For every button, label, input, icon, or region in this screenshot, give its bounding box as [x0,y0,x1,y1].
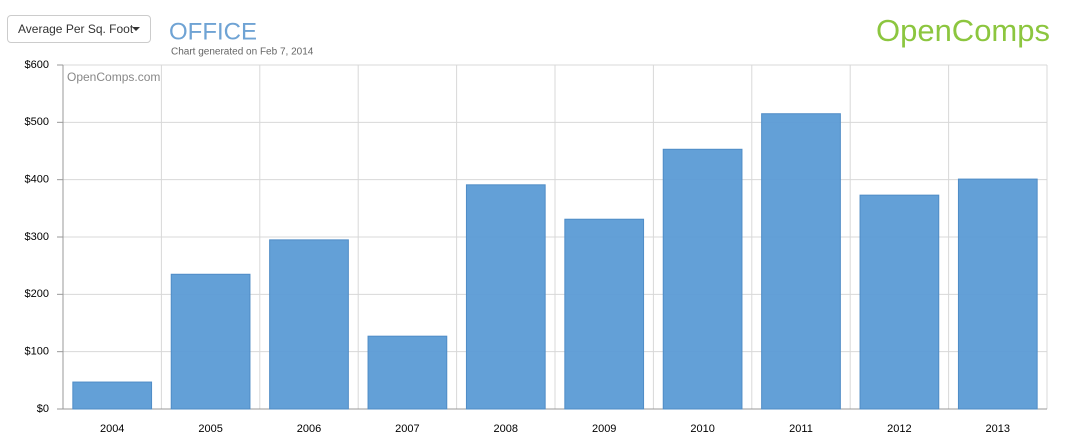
x-tick-label: 2006 [297,423,321,435]
caret [132,27,140,31]
y-tick-label: $500 [25,116,49,128]
x-tick-label: 2012 [887,423,911,435]
x-tick-label: 2010 [690,423,714,435]
chart-subtitle: Chart generated on Feb 7, 2014 [171,47,314,58]
x-tick-label: 2004 [100,423,124,435]
bar [564,218,645,410]
bar [859,194,940,410]
bar [761,113,841,410]
x-tick-label: 2005 [198,423,222,435]
x-tick-label: 2008 [494,423,518,435]
bar [72,381,153,410]
chart-title: OFFICE [169,18,257,45]
y-tick-label: $400 [25,174,49,186]
bar [170,273,251,410]
bar [662,148,743,410]
metric-dropdown[interactable]: Average Per Sq. Foot [7,15,151,43]
bar [269,239,349,410]
x-tick-label: 2007 [395,423,419,435]
y-tick-label: $200 [25,288,49,300]
bar [367,335,448,410]
y-tick-label: $100 [25,346,49,358]
y-tick-label: $600 [25,59,49,71]
x-tick-label: 2013 [986,423,1010,435]
watermark: OpenComps.com [67,70,160,84]
x-tick-label: 2011 [789,423,813,435]
bar [957,178,1038,410]
y-tick-label: $0 [37,403,49,415]
dropdown-label: Average Per Sq. Foot [18,22,134,36]
bar [465,184,546,410]
logo: OpenComps [876,13,1050,48]
x-tick-label: 2009 [592,423,616,435]
y-tick-label: $300 [25,231,49,243]
